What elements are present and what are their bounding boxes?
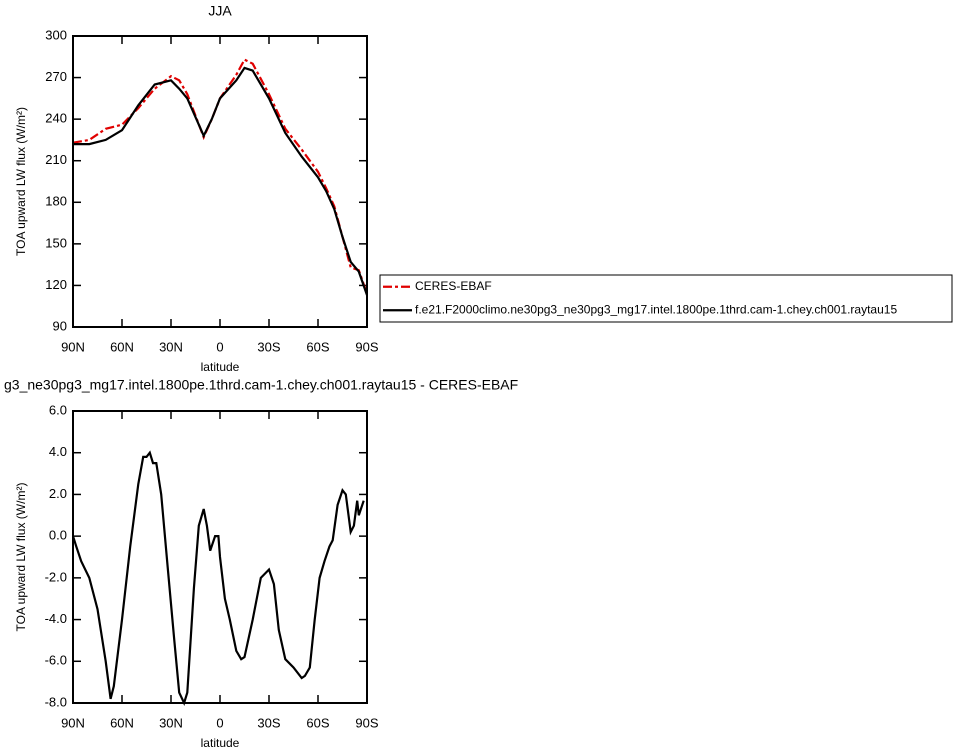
y-tick-label: 0.0: [49, 528, 67, 543]
data-line: [73, 66, 369, 296]
x-tick-label: 0: [216, 339, 223, 354]
y-tick-label: 6.0: [49, 402, 67, 417]
x-tick-label: 30S: [257, 339, 280, 354]
y-tick-label: 300: [45, 27, 67, 42]
x-axis-label: latitude: [201, 360, 240, 374]
x-tick-label: 60N: [110, 715, 134, 730]
x-tick-label: 90S: [355, 339, 378, 354]
y-tick-label: 150: [45, 235, 67, 250]
legend-label: f.e21.F2000climo.ne30pg3_ne30pg3_mg17.in…: [415, 302, 897, 316]
plot-frame: [72, 35, 368, 328]
x-tick-label: 60S: [306, 715, 329, 730]
x-tick-label: 90S: [355, 715, 378, 730]
data-line: [71, 450, 365, 707]
x-tick-label: 30S: [257, 715, 280, 730]
chart-title: g3_ne30pg3_mg17.intel.1800pe.1thrd.cam-1…: [4, 377, 518, 393]
x-tick-label: 0: [216, 715, 223, 730]
y-tick-label: 2.0: [49, 486, 67, 501]
x-tick-label: 30N: [159, 715, 183, 730]
y-tick-label: 180: [45, 194, 67, 209]
data-line: [72, 58, 369, 295]
x-tick-label: 90N: [61, 715, 85, 730]
y-tick-label: 240: [45, 111, 67, 126]
y-tick-label: -2.0: [45, 569, 67, 584]
y-axis-label: TOA upward LW flux (W/m²): [14, 483, 28, 632]
y-tick-label: -6.0: [45, 653, 67, 668]
legend-box: [379, 274, 953, 323]
legend-label: CERES-EBAF: [415, 279, 492, 293]
y-tick-label: -4.0: [45, 611, 67, 626]
x-tick-label: 90N: [61, 339, 85, 354]
y-tick-label: 90: [53, 318, 67, 333]
y-tick-label: -8.0: [45, 694, 67, 709]
x-axis-label: latitude: [201, 736, 240, 750]
y-axis-label: TOA upward LW flux (W/m²): [14, 107, 28, 256]
plot-frame: [72, 410, 368, 704]
x-tick-label: 30N: [159, 339, 183, 354]
chart-title: JJA: [208, 3, 232, 19]
x-tick-label: 60S: [306, 339, 329, 354]
y-tick-label: 120: [45, 277, 67, 292]
y-tick-label: 270: [45, 69, 67, 84]
x-tick-label: 60N: [110, 339, 134, 354]
y-tick-label: 210: [45, 152, 67, 167]
y-tick-label: 4.0: [49, 444, 67, 459]
